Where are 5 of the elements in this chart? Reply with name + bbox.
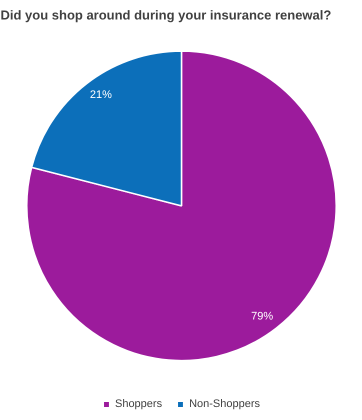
data-label: 79% <box>251 310 274 323</box>
legend-label: Shoppers <box>114 398 162 410</box>
legend-label: Non-Shoppers <box>189 398 260 410</box>
chart-title: Did you shop around during your insurance renewal? <box>0 8 332 22</box>
data-label: 21% <box>90 88 112 101</box>
